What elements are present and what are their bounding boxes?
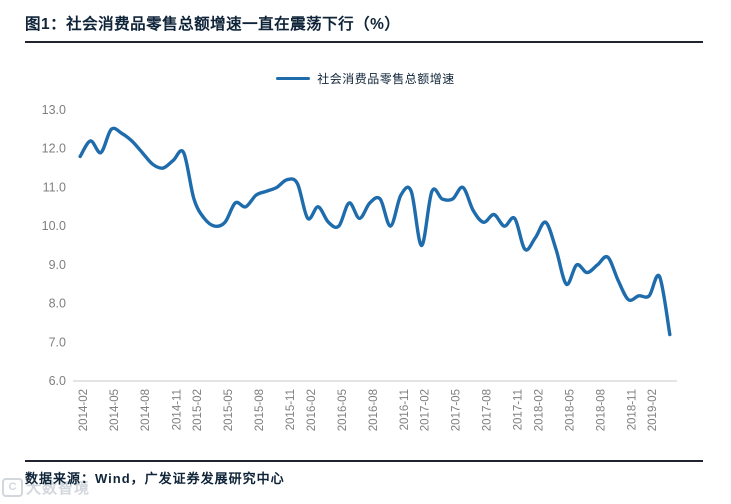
- x-axis-tick-label: 2015-11: [285, 389, 297, 430]
- x-axis-tick-label: 2014-02: [78, 389, 90, 431]
- title-divider-rule: [25, 41, 703, 43]
- x-axis-tick-label: 2014-05: [109, 389, 121, 431]
- x-axis-tick-label: 2018-11: [626, 389, 638, 430]
- y-axis-tick-label: 6.0: [49, 374, 66, 388]
- x-axis-tick-label: 2017-02: [420, 389, 432, 431]
- legend-line-swatch: [276, 76, 311, 81]
- x-axis-tick-label: 2015-08: [254, 389, 266, 431]
- watermark-label: 大数智境: [26, 480, 91, 497]
- watermark-logo-icon: C: [2, 478, 23, 497]
- series-line: [78, 126, 672, 337]
- x-axis-tick-label: 2016-08: [368, 389, 380, 431]
- footer-divider-rule: [25, 460, 703, 462]
- x-axis-tick-label: 2017-08: [482, 389, 494, 431]
- y-axis-tick-label: 12.0: [42, 142, 66, 156]
- data-source-note: 数据来源：Wind，广发证券发展研究中心: [25, 471, 285, 486]
- y-axis-tick-label: 13.0: [42, 103, 66, 117]
- x-axis-tick-label: 2014-08: [140, 389, 152, 431]
- x-axis-tick-label: 2017-11: [513, 389, 525, 430]
- line-chart: 13.0 12.0 11.0 10.0 9.0 8.0 7.0 6.0 2014-02 2014-…: [42, 103, 677, 431]
- x-axis-tick-label: 2018-05: [564, 389, 576, 431]
- x-axis-tick-label: 2016-02: [306, 389, 318, 431]
- watermark: C 大数智境: [2, 477, 90, 498]
- y-axis-tick-label: 9.0: [49, 258, 66, 272]
- y-axis-tick-label: 7.0: [49, 335, 66, 349]
- figure-title: 图1：社会消费品零售总额增速一直在震荡下行（%）: [25, 16, 401, 33]
- y-axis-tick-label: 10.0: [42, 219, 66, 233]
- x-axis-tick-label: 2018-02: [533, 389, 545, 431]
- x-axis-tick-label: 2017-05: [451, 389, 463, 431]
- y-axis-tick-label: 11.0: [43, 180, 66, 194]
- x-axis-tick-label: 2018-08: [595, 389, 607, 431]
- y-axis-tick-label: 8.0: [49, 297, 66, 311]
- x-axis-tick-label: 2015-05: [223, 389, 235, 431]
- x-axis-tick-label: 2016-05: [337, 389, 349, 431]
- chart-legend: 社会消费品零售总额增速: [0, 70, 731, 87]
- legend-series-label: 社会消费品零售总额增速: [317, 72, 455, 86]
- x-axis-tick-label: 2016-11: [399, 389, 411, 430]
- x-axis-tick-label: 2014-11: [171, 389, 183, 430]
- x-axis-tick-label: 2019-02: [647, 389, 659, 431]
- x-axis-tick-label: 2015-02: [192, 389, 204, 431]
